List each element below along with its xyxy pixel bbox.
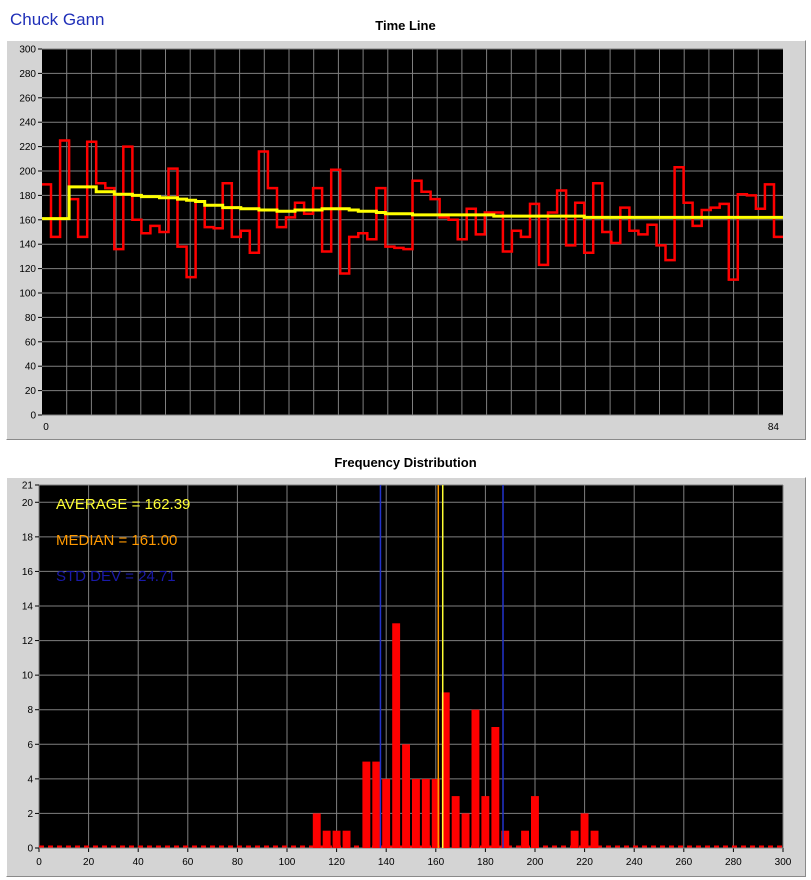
y-tick-label: 200: [19, 167, 36, 178]
timeline-chart: 0 20 40 60 80 100 120 140 160 180 200 220 240 260 280 3…: [19, 45, 783, 433]
y-tick-label: 100: [19, 289, 36, 300]
y-tick-label: 300: [19, 45, 36, 56]
histogram-bar: [451, 796, 460, 848]
histogram-bar: [481, 796, 490, 848]
timeline-title: Time Line: [375, 18, 436, 33]
y-tick-label: 2: [27, 809, 33, 820]
histogram-bar: [441, 692, 450, 848]
frequency-chart: 0 20 40 60 80 100 120 140 160 180 200 220 240 260 280 3…: [22, 481, 792, 869]
histogram-bar: [521, 830, 529, 848]
average-label: AVERAGE = 162.39: [56, 496, 190, 513]
y-tick-label: 16: [22, 567, 34, 578]
x-tick-label: 260: [675, 857, 692, 868]
x-tick-label: 240: [626, 857, 643, 868]
histogram-bar: [431, 778, 440, 848]
y-tick-label: 140: [19, 240, 36, 251]
y-tick-label: 20: [25, 386, 37, 397]
histogram-bar: [590, 830, 599, 848]
histogram-bar: [570, 830, 579, 848]
histogram-bar: [392, 623, 401, 848]
histogram-bar: [461, 813, 470, 848]
x-tick-label: 120: [328, 857, 345, 868]
x-tick-label: 280: [725, 857, 742, 868]
x-tick-label: 140: [378, 857, 395, 868]
x-tick-label: 160: [427, 857, 444, 868]
y-tick-label: 240: [19, 118, 36, 129]
histogram-bar: [402, 744, 410, 848]
y-tick-label: 260: [19, 93, 36, 104]
y-tick-label: 21: [22, 481, 34, 492]
y-tick-label: 12: [22, 636, 34, 647]
author-label: Chuck Gann: [10, 10, 105, 29]
x-tick-label: 0: [36, 857, 42, 868]
y-tick-label: 0: [27, 844, 33, 855]
x-tick-label: 200: [527, 857, 544, 868]
x-tick-label: 60: [182, 857, 194, 868]
frequency-panel: 0 20 40 60 80 100 120 140 160 180 200 220 240 260 280 3…: [6, 477, 806, 877]
y-tick-label: 220: [19, 142, 36, 153]
x-tick-label: 20: [83, 857, 95, 868]
x-tick-label: 300: [775, 857, 792, 868]
histogram-bar: [471, 709, 480, 848]
x-tick-label: 220: [576, 857, 593, 868]
y-tick-label: 120: [19, 264, 36, 275]
y-tick-label: 18: [22, 532, 34, 543]
histogram-bar: [580, 813, 589, 848]
y-tick-label: 20: [22, 498, 34, 509]
x-tick-label: 180: [477, 857, 494, 868]
histogram-bar: [531, 796, 539, 848]
histogram-bar: [501, 830, 510, 848]
std-dev-label: STD DEV = 24.71: [56, 568, 176, 585]
x-tick-label: 0: [43, 422, 49, 433]
y-tick-label: 4: [27, 774, 33, 785]
y-tick-label: 0: [30, 411, 36, 422]
histogram-bar: [342, 830, 351, 848]
y-tick-label: 14: [22, 602, 34, 613]
histogram-bar: [372, 761, 381, 848]
histogram-bar: [412, 778, 420, 848]
histogram-bar: [382, 778, 391, 848]
x-tick-label: 80: [232, 857, 244, 868]
histogram-bar: [312, 813, 321, 848]
histogram-bar: [322, 830, 331, 848]
histogram-bar: [421, 778, 430, 848]
histogram-bar: [491, 727, 500, 848]
histogram-bar: [332, 830, 341, 848]
plot-area: [39, 485, 783, 848]
median-label: MEDIAN = 161.00: [56, 532, 177, 549]
y-tick-label: 40: [25, 362, 37, 373]
timeline-panel: 0 20 40 60 80 100 120 140 160 180 200 220 240 260 280 3…: [6, 40, 806, 440]
y-tick-label: 280: [19, 69, 36, 80]
series-line-values: [42, 139, 783, 281]
y-tick-label: 6: [27, 740, 33, 751]
y-tick-label: 8: [27, 705, 33, 716]
x-tick-label: 84: [768, 422, 780, 433]
y-tick-label: 160: [19, 215, 36, 226]
freq-title: Frequency Distribution: [334, 455, 477, 470]
x-tick-label: 100: [279, 857, 296, 868]
y-tick-label: 180: [19, 191, 36, 202]
y-tick-label: 80: [25, 313, 37, 324]
y-tick-label: 10: [22, 671, 34, 682]
y-tick-label: 60: [25, 337, 37, 348]
series-line-average: [42, 185, 783, 221]
x-tick-label: 40: [133, 857, 145, 868]
histogram-bar: [362, 761, 371, 848]
